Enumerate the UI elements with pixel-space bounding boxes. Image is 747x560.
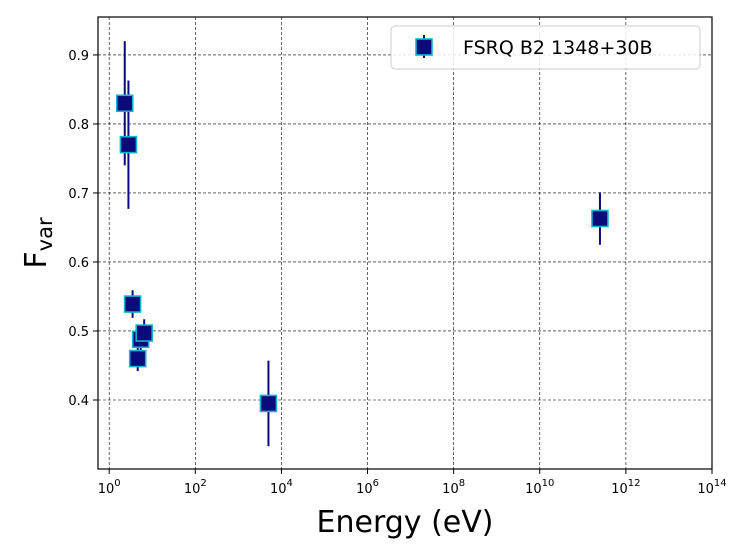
x-tick-label: 106 (356, 478, 379, 497)
x-tick-label: 1014 (697, 478, 726, 497)
y-tick-label: 0.4 (68, 394, 89, 409)
y-tick-label: 0.9 (68, 49, 89, 64)
data-point-marker (115, 94, 134, 113)
data-point-marker (591, 209, 609, 228)
x-tick-label: 102 (184, 478, 207, 497)
legend-label: FSRQ B2 1348+30B (463, 37, 653, 59)
x-axis-label: Energy (eV) (317, 505, 494, 540)
data-point-marker (119, 135, 138, 154)
x-tick-label: 104 (270, 478, 293, 497)
plot-frame (97, 16, 713, 470)
x-tick-label: 108 (442, 478, 465, 497)
y-axis-ticks: 0.4 0.5 0.6 0.7 0.8 0.9 (68, 49, 98, 409)
data-point-marker (259, 394, 278, 413)
y-axis-label-main: F (19, 251, 54, 268)
y-axis-label-sub: var (33, 217, 57, 251)
x-axis-ticks: 100 102 104 106 108 1010 1012 1014 (98, 469, 727, 497)
y-axis-label: Fvar (19, 217, 57, 269)
y-tick-label: 0.8 (68, 118, 89, 133)
x-tick-label: 1010 (525, 478, 554, 497)
data-point-marker (135, 324, 153, 342)
legend: FSRQ B2 1348+30B (390, 25, 701, 70)
data-markers (115, 94, 609, 413)
y-tick-label: 0.5 (68, 325, 89, 340)
data-point-marker (128, 349, 147, 368)
legend-marker (415, 38, 433, 56)
y-tick-label: 0.7 (68, 187, 89, 202)
x-tick-label: 100 (98, 478, 121, 497)
grid-lines (98, 17, 712, 469)
y-tick-label: 0.6 (68, 256, 89, 271)
error-bars (123, 41, 601, 447)
data-point-marker (123, 295, 142, 313)
x-tick-label: 1012 (611, 478, 640, 497)
legend-box (390, 25, 701, 70)
